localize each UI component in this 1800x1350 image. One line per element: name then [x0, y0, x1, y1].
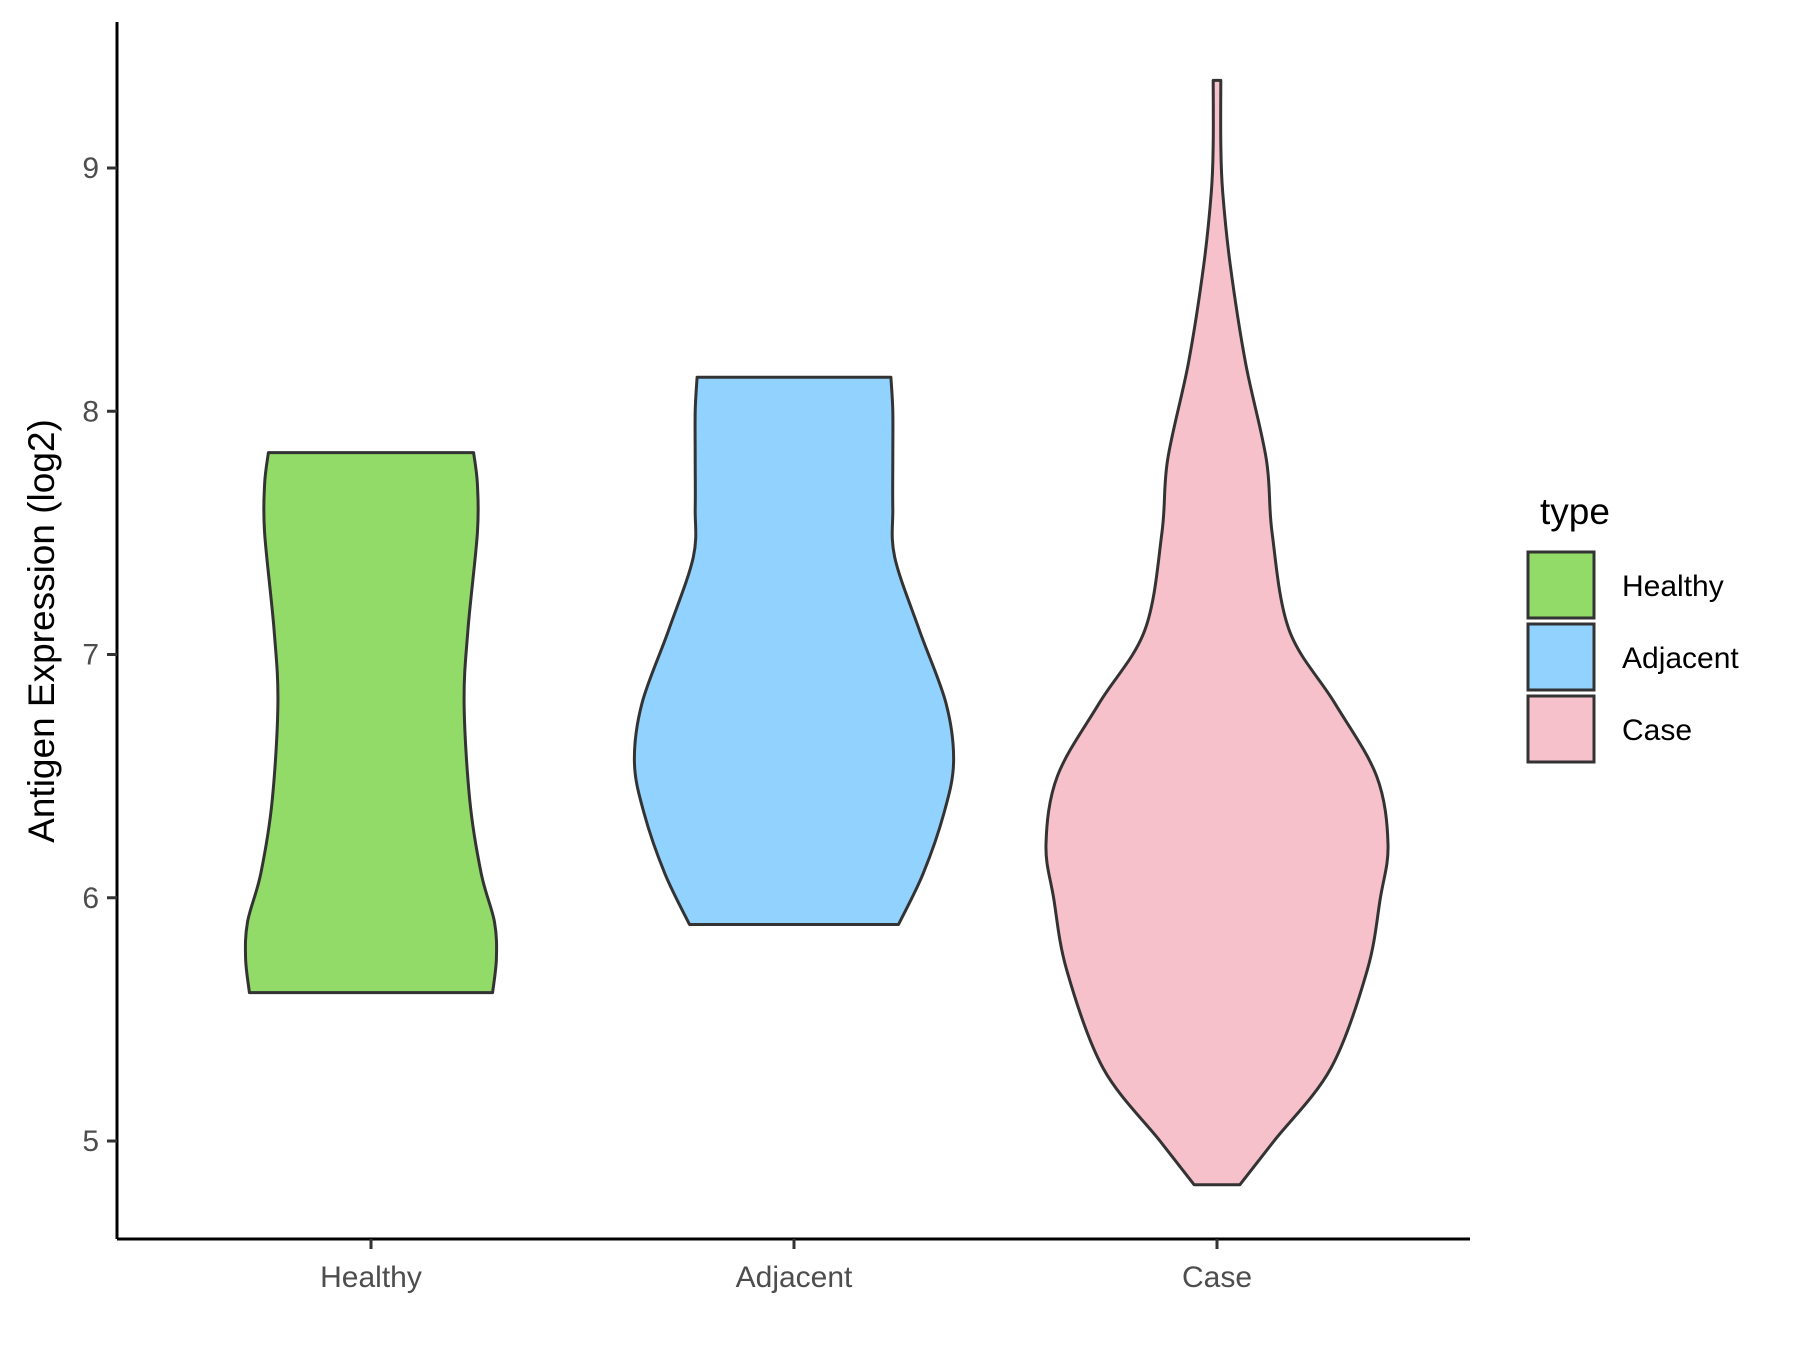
x-tick-label: Case: [1182, 1261, 1252, 1294]
legend-title: type: [1540, 491, 1610, 532]
x-ticks: Healthy Adjacent Case: [320, 1239, 1252, 1294]
y-tick-label: 9: [82, 152, 99, 185]
legend-label-healthy: Healthy: [1622, 570, 1724, 603]
legend-key-healthy: [1526, 550, 1596, 620]
legend-key-case: [1526, 694, 1596, 764]
violin-case: [1044, 78, 1390, 1187]
legend-key-adjacent: [1526, 622, 1596, 692]
y-tick-label: 6: [82, 882, 99, 915]
y-tick-label: 5: [82, 1125, 99, 1158]
legend-label-case: Case: [1622, 714, 1692, 747]
y-ticks: 5 6 7 8 9: [82, 152, 117, 1158]
legend: type Healthy Adjacent Case: [1526, 491, 1739, 764]
violin-adjacent: [632, 375, 956, 926]
legend-label-adjacent: Adjacent: [1622, 642, 1739, 675]
y-tick-label: 7: [82, 639, 99, 672]
violins-layer: [243, 78, 1390, 1187]
violin-healthy: [243, 451, 499, 995]
x-tick-label: Adjacent: [736, 1261, 853, 1294]
y-tick-label: 8: [82, 395, 99, 428]
y-axis-title: Antigen Expression (log2): [21, 419, 62, 843]
x-tick-label: Healthy: [320, 1261, 422, 1294]
